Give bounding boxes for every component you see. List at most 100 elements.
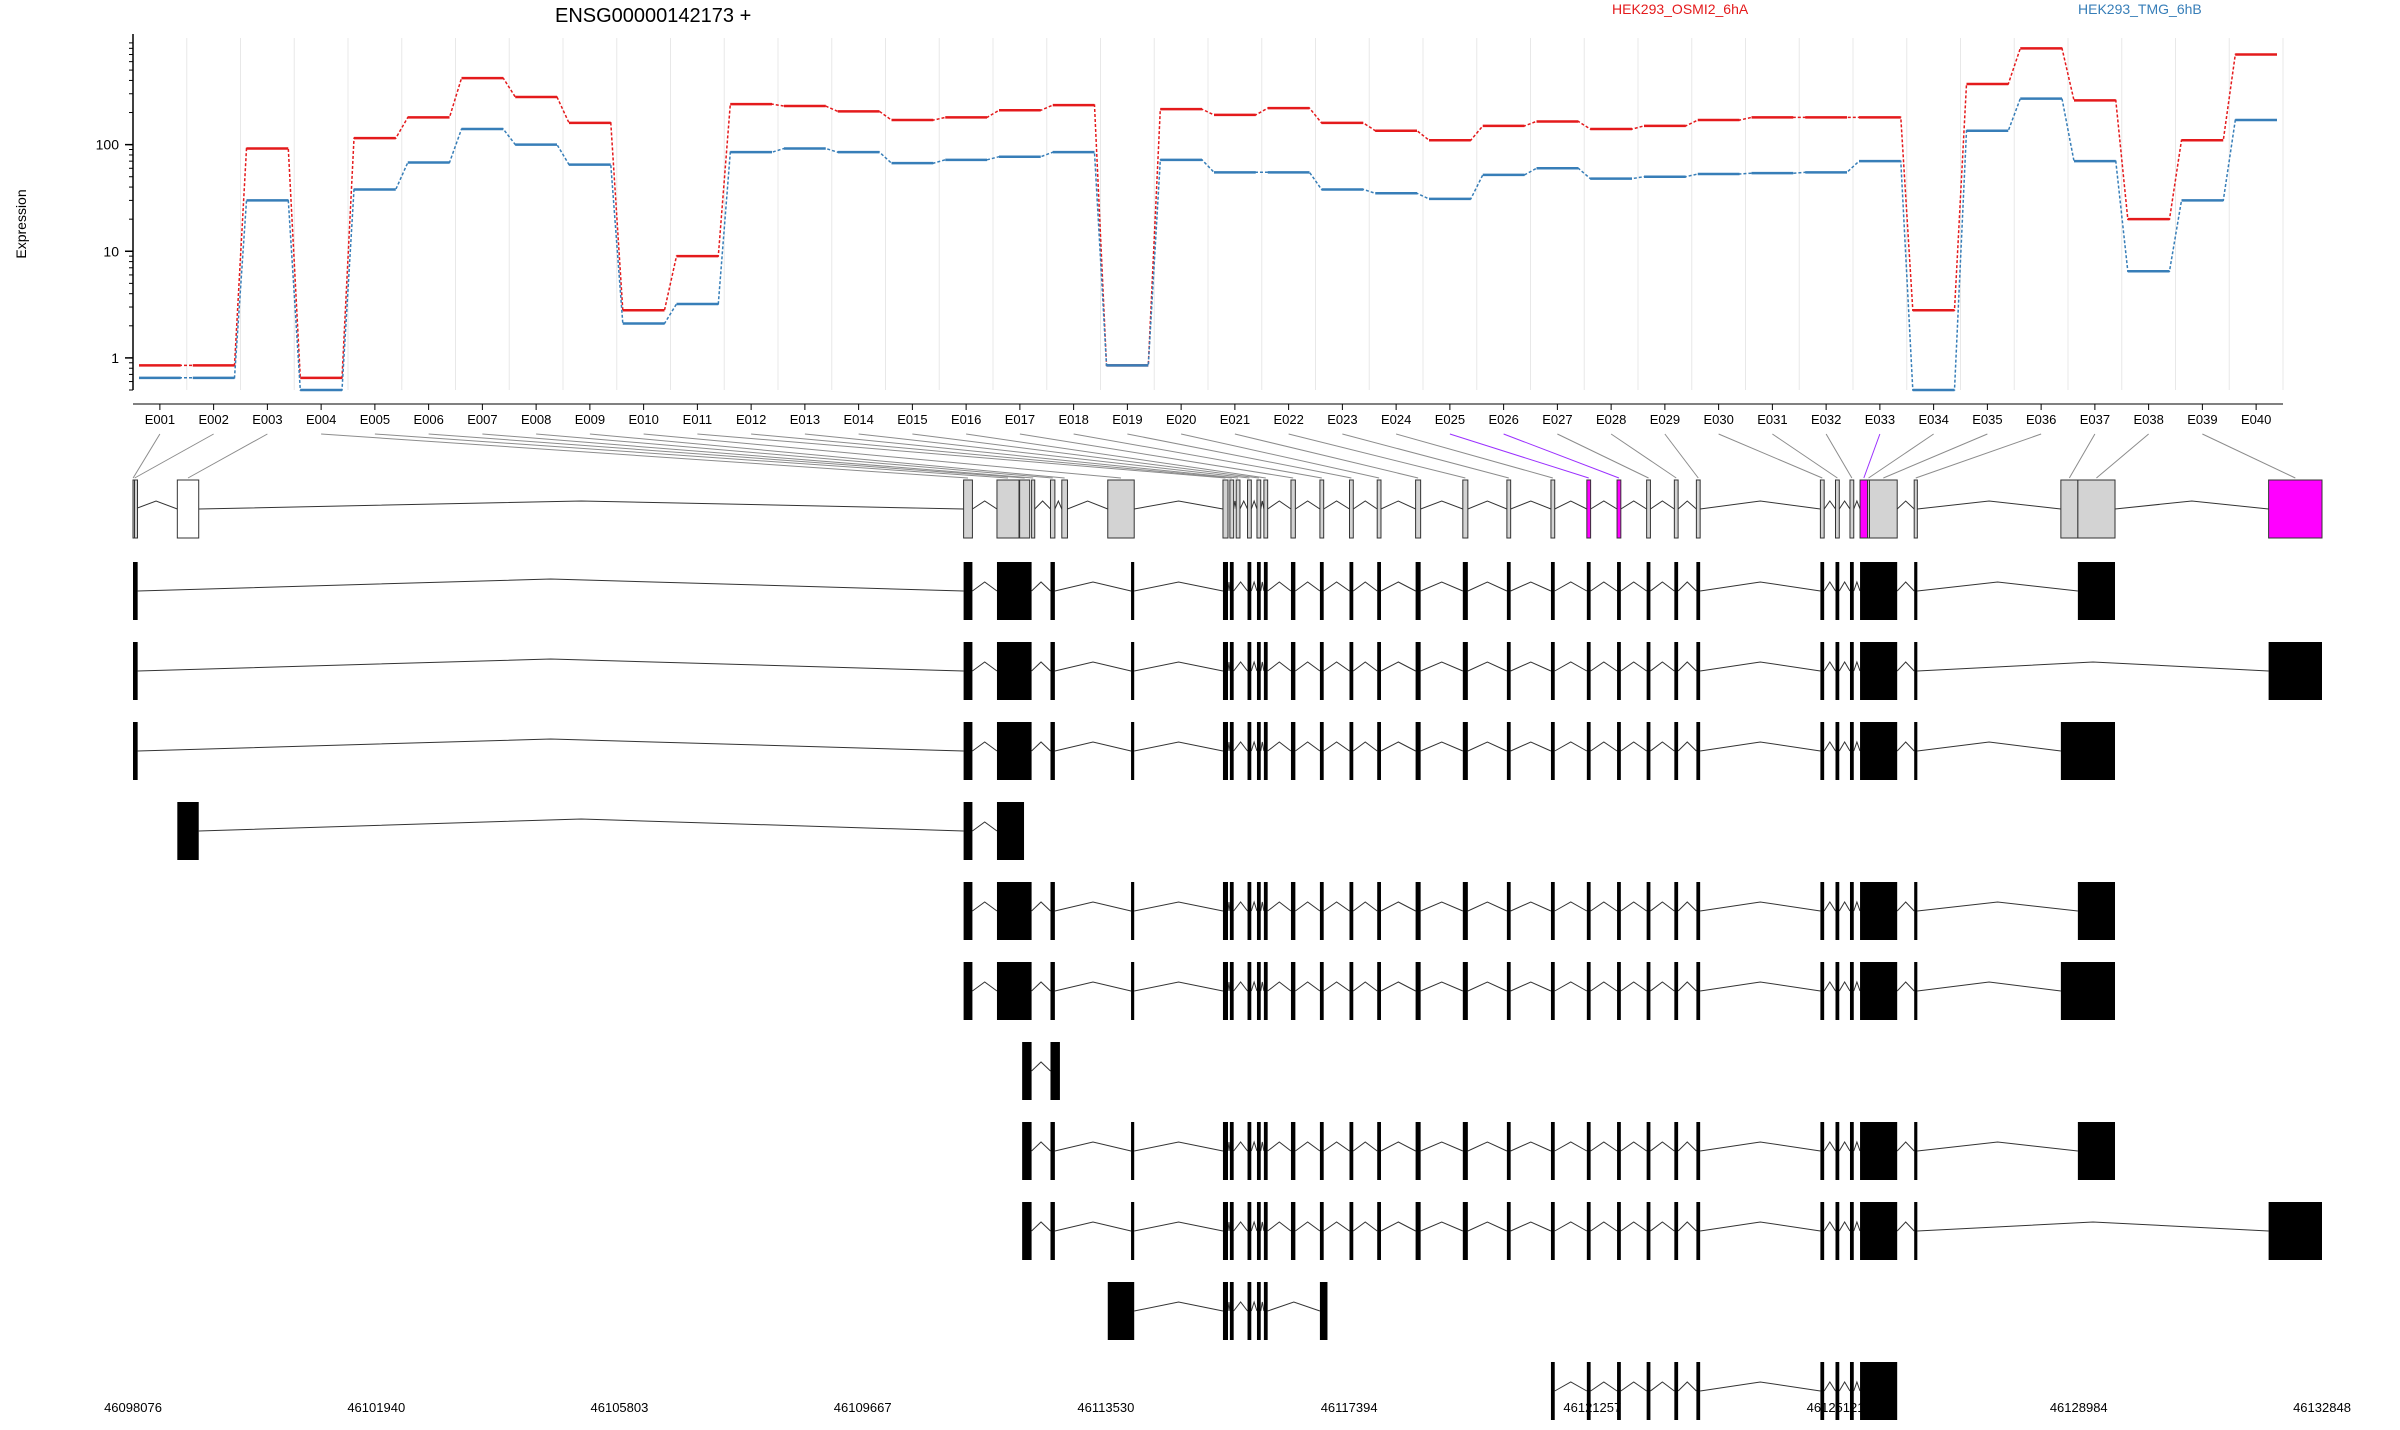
exon-connector [966, 433, 1266, 479]
intron-line [1554, 1221, 1588, 1232]
intron-line [1134, 661, 1224, 672]
transcript-exon [1050, 882, 1055, 940]
transcript-exon [1617, 642, 1621, 700]
intron-line [1260, 500, 1265, 510]
exon-connector [428, 433, 1025, 479]
exon-label: E032 [1811, 412, 1841, 427]
gene-model-exon [1819, 479, 1825, 539]
intron-line [1380, 741, 1416, 752]
intron-line [1420, 981, 1464, 992]
transcript-exon [1646, 962, 1651, 1020]
transcript-exon [1022, 1122, 1032, 1180]
exon-connector [132, 433, 161, 479]
transcript-exon [1222, 1122, 1229, 1180]
transcript-exon [1050, 1202, 1055, 1260]
intron-line [1590, 741, 1618, 752]
intron-line [1250, 1220, 1258, 1232]
intron-line [1134, 581, 1224, 592]
intron-line [1323, 1221, 1350, 1232]
intron-line [1233, 901, 1248, 912]
intron-line [1054, 1141, 1132, 1152]
intron-line [1838, 661, 1851, 672]
gene-model-exon [1586, 479, 1592, 539]
transcript-exon [1820, 642, 1825, 700]
intron-line [1554, 500, 1588, 510]
intron-line [1323, 741, 1350, 752]
intron-line [1034, 500, 1051, 510]
exon-connector [2068, 433, 2096, 479]
gene-model-exon [1695, 479, 1701, 539]
transcript-exon [1586, 962, 1591, 1020]
intron-line [1227, 981, 1231, 992]
exon-label: E018 [1058, 412, 1088, 427]
transcript-exon [963, 962, 973, 1020]
transcript-exon [1617, 1202, 1621, 1260]
exon-connector [1610, 433, 1677, 479]
intron-line [1031, 661, 1051, 672]
transcript-exon [1820, 1122, 1825, 1180]
gene-model-exon [1506, 479, 1512, 539]
intron-line [1352, 581, 1378, 592]
intron-line [1823, 1141, 1836, 1152]
transcript-exon [1349, 642, 1354, 700]
gene-model-exon [1031, 479, 1036, 539]
intron-line [1250, 499, 1258, 510]
exon-labels: E001 E002 E003 E004 E005 E006 E007 E008 E009 E010… [133, 403, 2283, 427]
gene-model-exon [2060, 479, 2079, 539]
intron-line [1031, 1221, 1051, 1232]
intron-line [1650, 1221, 1675, 1232]
transcript-exon [1835, 722, 1840, 780]
intron-line [1853, 1220, 1861, 1232]
genomic-tick-label: 46125121 [1807, 1400, 1865, 1415]
transcript-exon [1674, 1122, 1679, 1180]
gene-model-exon [1235, 479, 1241, 539]
transcript-exon [1860, 642, 1870, 700]
exon-connector [1772, 433, 1838, 479]
transcript-exon [1696, 1202, 1701, 1260]
intron-line [1233, 661, 1248, 672]
transcript-exon [1696, 1362, 1701, 1420]
intron-line [1554, 741, 1588, 752]
intron-line [1700, 741, 1821, 752]
transcript-exon [1506, 1122, 1511, 1180]
transcript-exon [1506, 642, 1511, 700]
intron-line [1031, 1061, 1051, 1072]
exon-connector [1718, 433, 1823, 479]
transcript-exon [1415, 882, 1421, 940]
transcript-exon [1674, 1202, 1679, 1260]
exon-label: E009 [575, 412, 605, 427]
exon-label: E005 [360, 412, 390, 427]
transcript-exon [1696, 642, 1701, 700]
intron-line [1227, 581, 1231, 592]
transcript-exon [1256, 1282, 1261, 1340]
transcript-exon [2077, 562, 2116, 620]
intron-line [1896, 581, 1915, 592]
intron-line [1917, 741, 2061, 752]
intron-line [1510, 581, 1552, 592]
transcript-exon [963, 722, 973, 780]
transcript-exon [1290, 882, 1296, 940]
intron-line [1250, 740, 1258, 752]
gene-model-exon [1247, 479, 1252, 539]
transcript-exon [1869, 562, 1898, 620]
gene-model-exon [1107, 479, 1135, 539]
transcript-exon [1586, 1122, 1591, 1180]
exon-label: E004 [306, 412, 336, 427]
intron-line [1295, 661, 1321, 672]
transcript-exon [133, 642, 138, 700]
transcript-exon [1462, 962, 1468, 1020]
intron-line [972, 981, 998, 992]
exon-connector [1915, 433, 2042, 479]
intron-line [1917, 1221, 2269, 1232]
transcript-exon [133, 722, 138, 780]
y-tick-label: 100 [96, 137, 120, 153]
transcript-exon [1319, 1202, 1324, 1260]
intron-line [1031, 581, 1051, 592]
intron-line [1590, 1141, 1618, 1152]
legend-series-b: HEK293_TMG_6hB [2078, 1, 2202, 17]
transcript-exon [1869, 722, 1898, 780]
transcript-exon [1247, 1122, 1252, 1180]
transcript-exon [1869, 962, 1898, 1020]
exon-label: E013 [790, 412, 820, 427]
transcript-exon [1131, 882, 1135, 940]
